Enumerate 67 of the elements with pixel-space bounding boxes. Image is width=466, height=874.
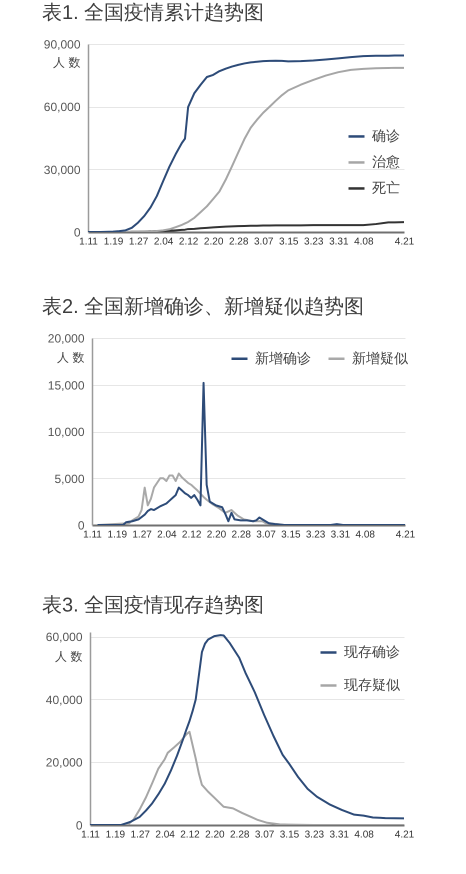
legend-label: 现存确诊 [344,644,400,660]
x-tick-label: 2.20 [205,830,226,840]
x-tick-label: 2.20 [204,236,224,248]
x-tick-label: 1.27 [132,530,152,540]
x-tick-label: 2.28 [232,530,252,540]
x-tick-label: 1.19 [104,236,124,248]
x-tick-label: 1.11 [81,830,100,840]
x-tick-label: 3.07 [254,830,275,840]
legend-label: 现存疑似 [344,676,400,692]
y-tick-label: 30,000 [44,162,81,177]
x-tick-label: 3.31 [329,236,349,248]
y-tick-label: 0 [76,818,83,832]
x-tick-label: 3.07 [254,236,274,248]
y-tick-label: 60,000 [44,100,81,114]
chart-title: 表3. 全国疫情现存趋势图 [42,594,264,617]
x-tick-label: 1.27 [128,236,149,248]
x-tick-label: 2.20 [206,530,227,540]
x-tick-label: 2.28 [228,236,249,248]
y-tick-label: 20,000 [48,332,85,346]
x-tick-label: 1.19 [108,530,128,540]
x-tick-label: 3.07 [256,530,276,540]
x-tick-label: 2.12 [178,236,199,248]
line-series [90,634,404,825]
x-tick-label: 1.11 [83,530,102,540]
chart-title: 表2. 全国新增确诊、新增疑似趋势图 [42,296,364,318]
y-tick-label: 15,000 [48,378,85,392]
x-tick-label: 3.23 [304,830,325,840]
x-tick-label: 2.12 [182,530,202,540]
x-tick-label: 4.08 [354,236,374,248]
y-tick-label: 0 [74,226,81,240]
y-tick-label: 40,000 [46,692,83,707]
x-tick-label: 3.31 [330,530,351,540]
y-tick-label: 5,000 [54,472,85,486]
y-tick-label: 0 [78,518,85,532]
x-tick-label: 4.21 [394,830,415,840]
x-tick-label: 3.23 [304,236,324,248]
legend-label: 治愈 [372,153,400,170]
x-tick-label: 4.21 [396,530,416,540]
chart-title: 表1. 全国疫情累计趋势图 [42,2,264,24]
x-tick-label: 4.08 [355,530,376,540]
legend-label: 新增疑似 [352,350,408,366]
x-tick-label: 4.08 [354,830,374,840]
legend-label: 新增确诊 [255,350,311,366]
y-tick-label: 10,000 [48,425,85,439]
x-tick-label: 2.28 [230,830,250,840]
x-tick-label: 3.15 [279,236,299,248]
line-series [97,382,405,525]
legend-label: 确诊 [371,127,400,144]
x-tick-label: 2.04 [155,830,176,840]
x-tick-label: 3.23 [306,530,326,540]
x-tick-label: 3.31 [329,830,350,840]
y-axis-title: 人 数 [55,650,82,664]
x-tick-label: 4.21 [394,236,415,248]
x-tick-label: 1.27 [130,830,150,840]
y-tick-label: 60,000 [46,630,83,644]
x-tick-label: 3.15 [281,530,302,540]
y-tick-label: 90,000 [44,38,81,52]
x-tick-label: 3.15 [280,830,300,840]
x-tick-label: 1.11 [79,236,98,248]
y-axis-title: 人 数 [57,350,84,364]
legend-label: 死亡 [372,179,400,196]
y-tick-label: 20,000 [46,756,83,770]
y-axis-title: 人 数 [53,56,80,70]
x-tick-label: 2.04 [154,236,174,248]
x-tick-label: 2.04 [157,530,178,540]
x-tick-label: 2.12 [180,830,200,840]
x-tick-label: 1.19 [106,830,126,840]
